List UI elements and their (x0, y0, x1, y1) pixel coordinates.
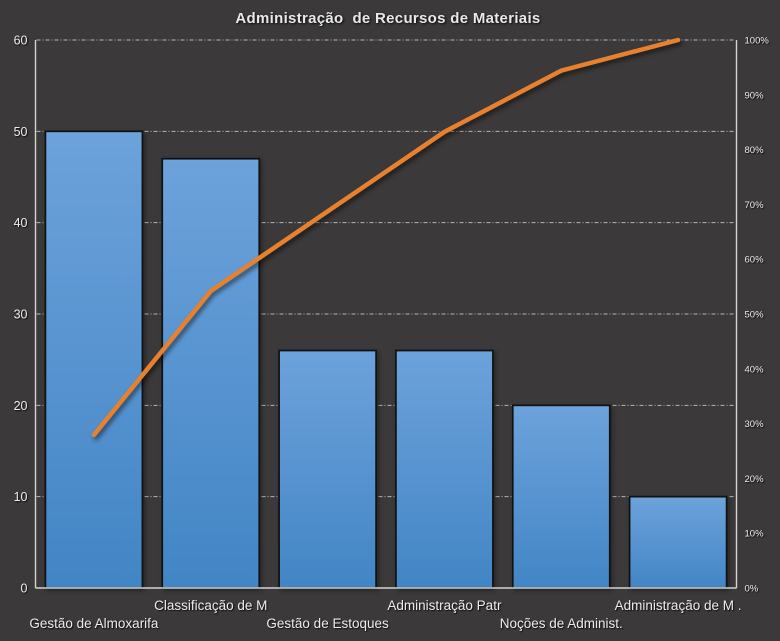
cumulative-line[interactable] (91, 37, 681, 438)
right-axis-labels: 0% 10% 20% 30% 40% 50% 60% 70% 80% 90% 100% (745, 36, 770, 595)
category-label-5: Noções de Administ. (500, 616, 623, 631)
left-axis-tick: 40 (14, 216, 28, 230)
right-axis-tick: 40% (745, 364, 765, 375)
cumulative-series (91, 37, 681, 438)
category-labels: Gestão de Almoxarifa Classificação de M Ge… (29, 598, 741, 631)
chart-title: Administração de Recursos de Materiais (235, 10, 540, 27)
left-axis-tick: 30 (14, 308, 28, 322)
right-axis-tick: 70% (745, 200, 765, 211)
category-label-1: Gestão de Almoxarifa (29, 616, 159, 631)
left-axis-tick: 20 (14, 399, 28, 413)
right-axis-tick: 80% (745, 145, 765, 156)
right-axis-tick: 90% (745, 90, 765, 101)
right-axis-tick: 60% (745, 255, 765, 266)
right-axis-tick: 30% (745, 419, 765, 430)
category-label-2: Classificação de M (154, 598, 267, 613)
bar-5[interactable] (511, 404, 611, 589)
left-axis-tick: 10 (14, 490, 28, 504)
bar-6[interactable] (628, 495, 728, 589)
category-label-4: Administração Patr (387, 598, 502, 613)
right-axis-tick: 0% (745, 584, 759, 595)
bar-2[interactable] (161, 157, 261, 589)
right-axis-tick: 20% (745, 474, 765, 485)
gridlines (36, 39, 736, 498)
bar-3[interactable] (278, 349, 377, 589)
left-axis-tick: 50 (14, 125, 28, 139)
left-axis-tick: 0 (21, 582, 28, 596)
right-axis-tick: 50% (745, 310, 765, 321)
bar-series (44, 130, 728, 589)
left-axis-labels: 0 10 20 30 40 50 60 (14, 34, 28, 596)
right-axis-tick: 100% (745, 36, 770, 47)
category-label-6: Administração de M . (615, 598, 742, 613)
bar-4[interactable] (395, 349, 494, 589)
bar-1[interactable] (44, 130, 144, 589)
category-label-3: Gestão de Estoques (266, 616, 389, 631)
right-axis-tick: 10% (745, 529, 765, 540)
left-axis-tick: 60 (14, 34, 28, 48)
axes (34, 40, 738, 589)
